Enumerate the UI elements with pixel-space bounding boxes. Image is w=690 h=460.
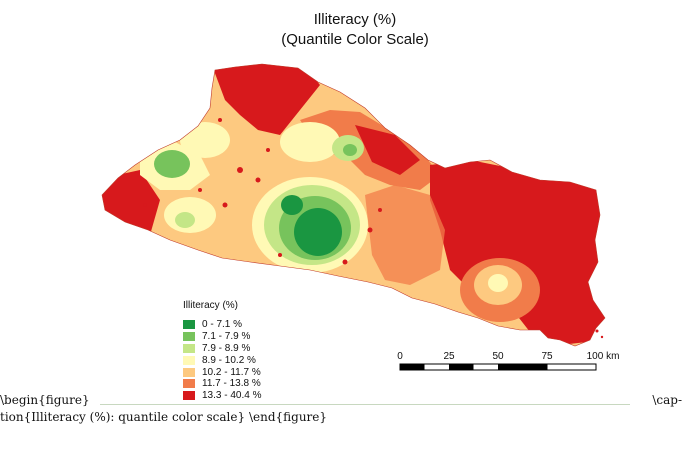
legend-label: 8.9 - 10.2 % bbox=[202, 354, 256, 366]
legend-swatch bbox=[183, 320, 195, 330]
legend-item: 11.7 - 13.8 % bbox=[183, 378, 261, 390]
legend-item: 7.9 - 8.9 % bbox=[183, 343, 261, 355]
scale-label: 50 bbox=[492, 351, 504, 362]
legend: Illiteracy (%) 0 - 7.1 % 7.1 - 7.9 % 7.9… bbox=[183, 300, 261, 402]
legend-swatch bbox=[183, 379, 195, 389]
region-northcentral-yellow bbox=[280, 122, 340, 162]
legend-swatch bbox=[183, 367, 195, 377]
region-north-red bbox=[210, 64, 320, 135]
latex-caption: tion{Illiteracy (%): quantile color scal… bbox=[0, 410, 328, 424]
latex-cap-fragment: \cap- bbox=[652, 393, 682, 407]
island-2 bbox=[600, 335, 604, 339]
map-fill-group bbox=[102, 64, 605, 346]
legend-label: 13.3 - 40.4 % bbox=[202, 390, 262, 402]
legend-swatch bbox=[183, 355, 195, 365]
scale-bar-seg-3 bbox=[498, 364, 547, 370]
legend-swatch bbox=[183, 332, 195, 342]
region-center-darkgreen-2 bbox=[281, 195, 303, 215]
legend-label: 11.7 - 13.8 % bbox=[202, 378, 261, 390]
scale-bar-seg-1 bbox=[400, 364, 425, 370]
legend-item: 10.2 - 11.7 % bbox=[183, 366, 261, 378]
scale-label: 75 bbox=[541, 351, 553, 362]
legend-swatch bbox=[183, 391, 195, 401]
latex-source-line-1: \begin{figure} \cap- bbox=[0, 393, 690, 409]
legend-item: 13.3 - 40.4 % bbox=[183, 390, 261, 402]
region-southwest-lightgreen bbox=[175, 212, 195, 228]
legend-label: 10.2 - 11.7 % bbox=[202, 366, 261, 378]
legend-item: 0 - 7.1 % bbox=[183, 319, 261, 331]
region-center-darkgreen bbox=[294, 208, 342, 256]
region-central-orange bbox=[365, 185, 445, 285]
legend-title: Illiteracy (%) bbox=[183, 300, 239, 311]
map-subtitle: (Quantile Color Scale) bbox=[281, 31, 429, 48]
scale-bar bbox=[399, 363, 597, 371]
map-title: Illiteracy (%) bbox=[313, 11, 397, 28]
latex-begin-figure: \begin{figure} bbox=[0, 393, 90, 407]
legend-label: 7.1 - 7.9 % bbox=[202, 331, 251, 343]
scale-bar-seg-2 bbox=[449, 364, 474, 370]
map-title-block: Illiteracy (%) (Quantile Color Scale) bbox=[0, 10, 690, 50]
scale-bar-seg-4 bbox=[546, 363, 597, 371]
region-east-yellow bbox=[488, 274, 508, 292]
region-west-green bbox=[154, 150, 190, 178]
legend-item: 7.1 - 7.9 % bbox=[183, 331, 261, 343]
scale-label: 100 km bbox=[586, 351, 620, 362]
latex-rule bbox=[100, 404, 630, 405]
region-northwest-yellow bbox=[180, 122, 230, 158]
latex-source-line-2: tion{Illiteracy (%): quantile color scal… bbox=[0, 410, 690, 426]
legend-swatch bbox=[183, 343, 195, 353]
island-1 bbox=[595, 329, 599, 333]
legend-item: 8.9 - 10.2 % bbox=[183, 354, 261, 366]
region-north-red-2 bbox=[355, 125, 420, 175]
region-east-red bbox=[430, 160, 605, 345]
legend-label: 7.9 - 8.9 % bbox=[202, 342, 251, 354]
scale-label: 0 bbox=[397, 351, 403, 362]
legend-label: 0 - 7.1 % bbox=[202, 319, 243, 331]
region-northcentral-green bbox=[343, 144, 357, 156]
scale-label: 25 bbox=[443, 351, 455, 362]
